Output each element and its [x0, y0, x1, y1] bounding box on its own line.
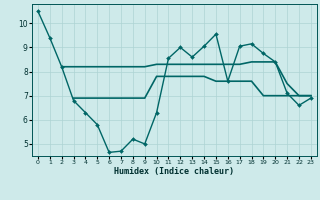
X-axis label: Humidex (Indice chaleur): Humidex (Indice chaleur) — [115, 167, 234, 176]
